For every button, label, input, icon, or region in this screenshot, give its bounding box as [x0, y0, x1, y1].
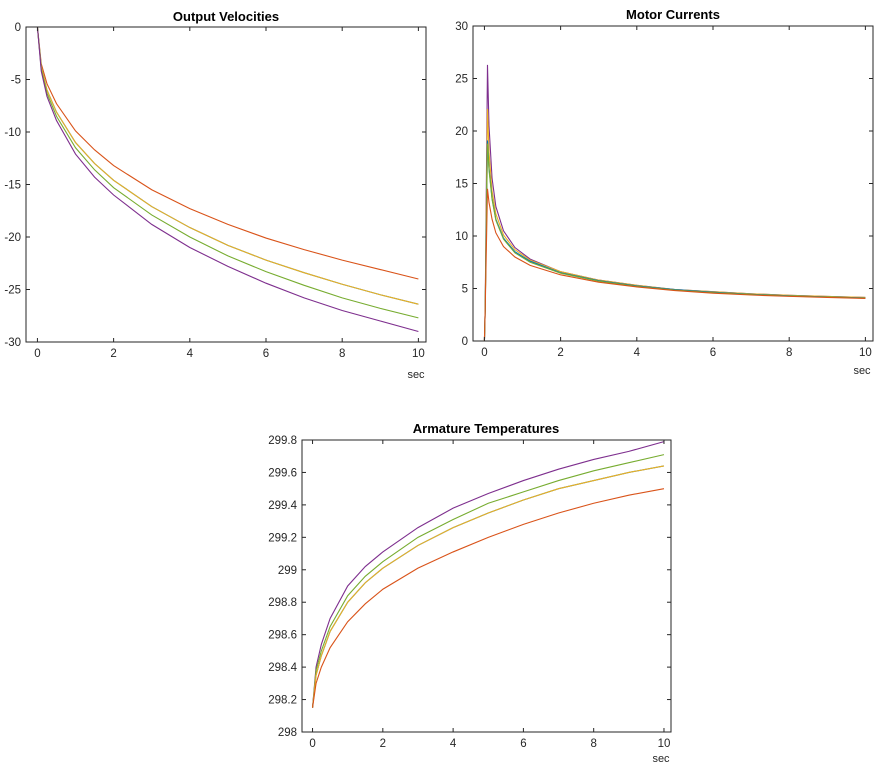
y-tick-label: 298.8 — [268, 597, 297, 609]
y-tick-label: 299.2 — [268, 532, 297, 544]
x-tick-label: 6 — [710, 347, 716, 359]
x-tick-label: 6 — [520, 738, 526, 750]
x-tick-label: 4 — [187, 348, 194, 360]
y-tick-label: 299.8 — [268, 435, 297, 447]
x-tick-label: 6 — [263, 348, 269, 360]
y-tick-label: 15 — [455, 179, 468, 191]
y-tick-label: 5 — [462, 284, 468, 296]
y-tick-label: -10 — [4, 127, 21, 139]
data-lines — [36, 26, 419, 333]
y-tick-label: -30 — [4, 337, 21, 349]
y-tick-label: 25 — [455, 74, 468, 86]
y-ticks: 0 5 10 15 20 25 30 — [455, 21, 873, 348]
chart-motor-currents: Motor Currents 0 2 4 6 8 10 0 5 10 15 20 25 30 sec — [455, 7, 874, 377]
y-tick-label: -5 — [11, 75, 21, 87]
axes-box — [472, 25, 874, 342]
series-line-yellow — [311, 465, 665, 708]
y-ticks: 299.8 299.6 299.4 299.2 299 298.8 298.6 298.4 29… — [268, 435, 671, 739]
y-tick-label: 0 — [462, 336, 468, 348]
chart-armature-temperatures: Armature Temperatures 0 2 4 6 8 10 299.8 299.6… — [268, 421, 672, 765]
y-ticks: 0 -5 -10 -15 -20 -25 -30 — [4, 22, 426, 349]
x-ticks: 0 2 4 6 8 10 — [481, 26, 872, 359]
data-lines — [483, 64, 866, 342]
series-line-orange — [483, 188, 866, 342]
x-axis-label: sec — [853, 365, 871, 377]
series-line-purple — [311, 441, 665, 708]
axes-box — [25, 26, 427, 343]
x-tick-label: 8 — [786, 347, 792, 359]
data-lines — [311, 441, 665, 708]
chart-output-velocities: Output Velocities 0 2 4 6 8 10 0 -5 -10 -15 -20 -2… — [4, 9, 427, 381]
series-line-green — [311, 454, 665, 708]
x-tick-label: 10 — [658, 738, 671, 750]
series-line-yellow — [36, 26, 419, 305]
y-tick-label: -25 — [4, 285, 21, 297]
x-ticks: 0 2 4 6 8 10 — [34, 27, 425, 360]
x-tick-label: 10 — [859, 347, 872, 359]
y-tick-label: -15 — [4, 180, 21, 192]
x-tick-label: 8 — [339, 348, 345, 360]
y-tick-label: 298 — [278, 727, 297, 739]
y-tick-label: 298.2 — [268, 695, 297, 707]
x-tick-label: 0 — [481, 347, 487, 359]
y-tick-label: 20 — [455, 126, 468, 138]
x-ticks: 0 2 4 6 8 10 — [309, 440, 670, 750]
chart-title: Motor Currents — [626, 7, 720, 22]
x-tick-label: 2 — [110, 348, 116, 360]
x-tick-label: 4 — [450, 738, 457, 750]
y-tick-label: 299.6 — [268, 467, 297, 479]
series-line-orange — [311, 488, 665, 708]
y-tick-label: 10 — [455, 231, 468, 243]
y-tick-label: -20 — [4, 232, 21, 244]
x-tick-label: 2 — [380, 738, 386, 750]
axes-box — [301, 439, 672, 733]
x-tick-label: 10 — [412, 348, 425, 360]
x-axis-label: sec — [407, 369, 425, 381]
series-line-orange — [36, 26, 419, 280]
x-tick-label: 4 — [634, 347, 641, 359]
y-tick-label: 298.4 — [268, 662, 297, 674]
y-tick-label: 30 — [455, 21, 468, 33]
y-tick-label: 298.6 — [268, 630, 297, 642]
y-tick-label: 299.4 — [268, 500, 297, 512]
series-line-green — [36, 26, 419, 319]
y-tick-label: 299 — [278, 565, 297, 577]
x-tick-label: 8 — [590, 738, 596, 750]
chart-title: Armature Temperatures — [413, 421, 559, 436]
x-axis-label: sec — [652, 753, 670, 765]
series-line-purple — [36, 26, 419, 333]
y-tick-label: 0 — [15, 22, 21, 34]
chart-title: Output Velocities — [173, 9, 279, 24]
x-tick-label: 2 — [557, 347, 563, 359]
x-tick-label: 0 — [34, 348, 40, 360]
x-tick-label: 0 — [309, 738, 315, 750]
